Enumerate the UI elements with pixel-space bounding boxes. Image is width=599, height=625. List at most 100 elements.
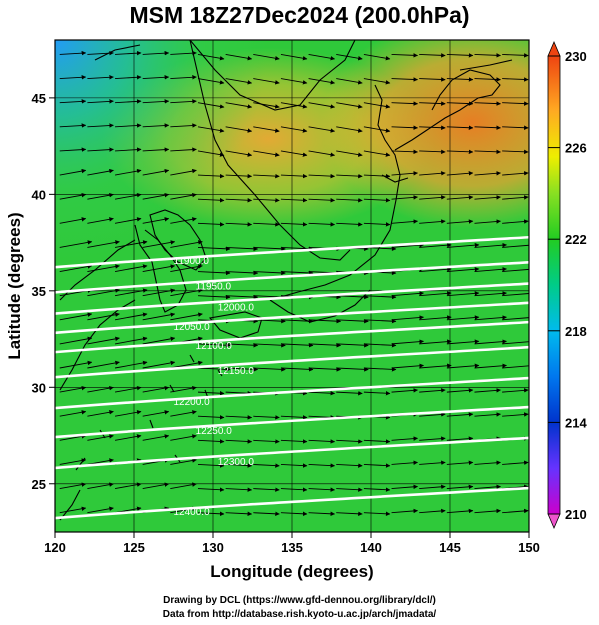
wind-arrow	[114, 312, 148, 321]
wind-arrow	[197, 367, 231, 372]
wind-arrow	[225, 511, 253, 517]
wind-arrow	[170, 50, 197, 56]
contour-line	[55, 376, 529, 410]
wind-arrow	[59, 99, 87, 104]
wind-arrow	[59, 434, 87, 441]
wind-arrow	[170, 123, 197, 128]
wind-arrow	[87, 312, 120, 321]
wind-arrow	[170, 360, 203, 369]
wind-arrow	[225, 198, 253, 203]
wind-arrow	[197, 78, 225, 85]
wind-arrow	[225, 390, 253, 396]
wind-arrow	[59, 50, 87, 56]
wind-arrow	[225, 343, 259, 348]
wind-arrow	[363, 487, 391, 492]
wind-arrow	[170, 99, 197, 104]
wind-arrow	[336, 318, 369, 324]
wind-arrow	[280, 54, 308, 61]
wind-arrow	[170, 312, 203, 321]
wind-arrow	[87, 192, 114, 200]
contour-label: 11950.0	[196, 281, 232, 292]
wind-arrow	[363, 390, 391, 396]
wind-arrow	[142, 312, 176, 321]
colorbar-ticks: 210 214 218 222 226 230	[548, 49, 587, 522]
colorbar-tick-label: 230	[565, 49, 587, 64]
wind-arrow	[59, 264, 93, 272]
wind-arrow	[142, 410, 170, 417]
wind-arrow	[59, 240, 93, 248]
x-tick-label: 125	[123, 540, 145, 555]
wind-arrow	[419, 339, 452, 345]
wind-arrow	[197, 150, 225, 157]
wind-arrow	[446, 219, 474, 224]
wind-arrow	[115, 147, 142, 152]
wind-arrow	[308, 511, 336, 517]
contour-label: 11900.0	[174, 256, 210, 267]
wind-arrow	[363, 463, 391, 468]
wind-arrow	[170, 240, 203, 248]
contour-label: 12150.0	[218, 366, 255, 377]
wind-arrow	[197, 511, 225, 517]
wind-arrow	[474, 125, 501, 130]
wind-arrow	[142, 147, 170, 152]
wind-arrow	[170, 410, 197, 417]
wind-arrow	[419, 242, 452, 248]
wind-arrow	[474, 412, 501, 417]
x-tick-label: 150	[518, 540, 540, 555]
x-tick-label: 140	[360, 540, 382, 555]
wind-arrow	[336, 390, 363, 396]
wind-arrow	[59, 482, 87, 490]
wind-arrow	[142, 264, 176, 272]
wind-arrow	[391, 388, 418, 393]
wind-arrow	[419, 363, 452, 369]
wind-arrow	[59, 336, 93, 345]
wind-arrow	[474, 219, 501, 224]
wind-arrow	[446, 460, 474, 465]
wind-arrow	[363, 222, 391, 227]
wind-arrow	[280, 487, 308, 492]
contour-line	[55, 405, 529, 439]
wind-arrow	[308, 367, 342, 372]
wind-arrow	[225, 150, 253, 157]
wind-arrow	[419, 267, 452, 272]
wind-arrow	[87, 288, 120, 297]
wind-arrow	[197, 415, 225, 420]
wind-arrow	[59, 192, 87, 200]
wind-arrow	[280, 343, 314, 348]
wind-arrow	[87, 458, 114, 465]
wind-arrow	[280, 78, 308, 85]
wind-arrow	[197, 173, 225, 179]
wind-arrow	[391, 77, 418, 82]
wind-arrow	[87, 482, 114, 490]
wind-arrow	[502, 77, 529, 82]
wind-arrow	[253, 511, 280, 517]
wind-arrow	[280, 439, 308, 444]
wind-arrow	[114, 506, 142, 514]
wind-arrow	[197, 343, 231, 348]
contour-label: 12000.0	[218, 303, 255, 314]
wind-arrow	[308, 78, 336, 85]
wind-arrow	[142, 288, 176, 297]
wind-arrow	[336, 343, 369, 348]
wind-arrow	[446, 388, 474, 393]
wind-arrow	[114, 385, 142, 393]
wind-arrow	[363, 78, 391, 85]
wind-arrow	[474, 77, 501, 82]
wind-arrow	[225, 415, 253, 420]
wind-arrow	[170, 434, 197, 441]
wind-arrow	[280, 367, 314, 372]
y-tick-label: 40	[32, 187, 46, 202]
contour-line	[55, 282, 529, 315]
wind-arrow	[197, 487, 225, 492]
wind-arrow	[474, 267, 507, 272]
wind-arrow	[502, 460, 529, 465]
wind-arrow	[59, 360, 93, 369]
wind-arrow	[115, 123, 142, 128]
wind-arrow	[170, 458, 197, 465]
wind-arrow	[502, 171, 529, 176]
wind-arrow	[502, 149, 529, 155]
credit-data-source: Data from http://database.rish.kyoto-u.a…	[162, 609, 437, 620]
wind-arrow	[280, 150, 308, 157]
colorbar-min-arrow	[547, 513, 561, 530]
wind-arrow	[225, 367, 259, 372]
